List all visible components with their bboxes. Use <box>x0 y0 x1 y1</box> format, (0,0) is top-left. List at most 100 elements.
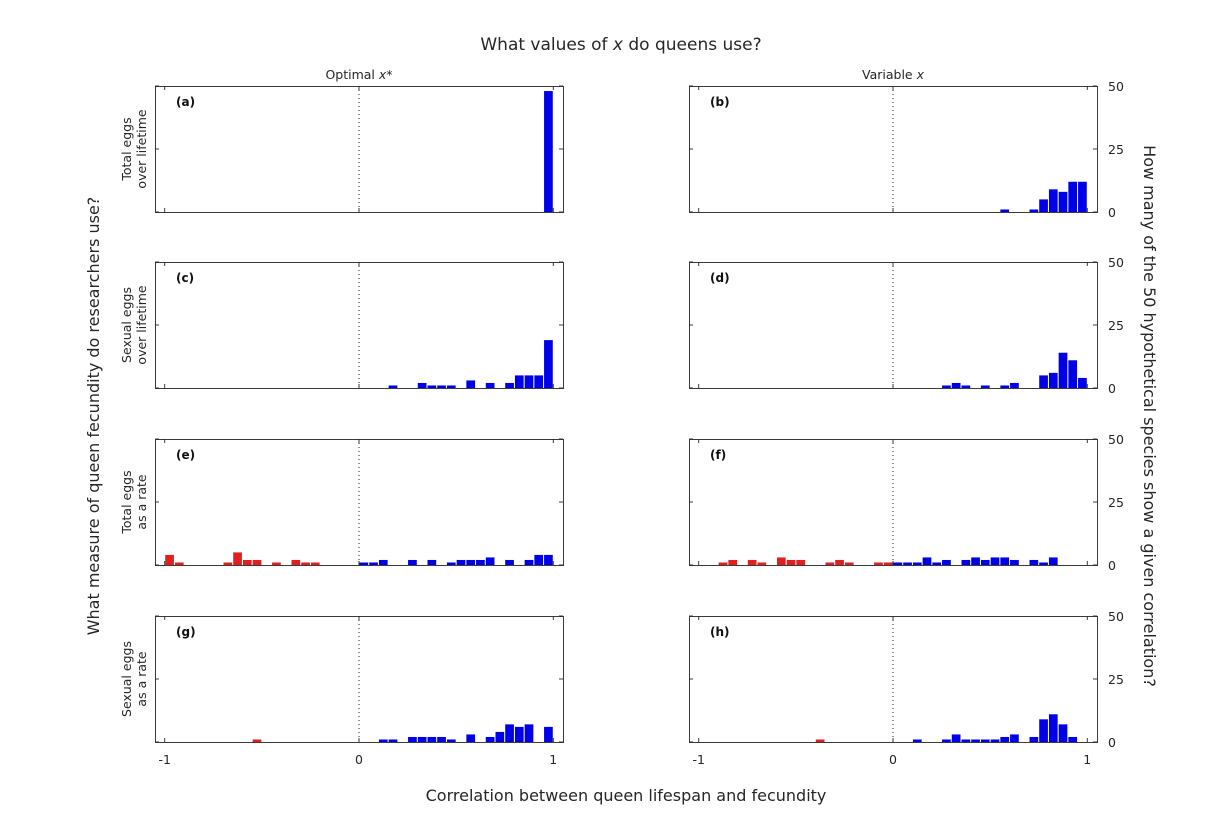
panel-frame <box>155 439 564 566</box>
row-label: Sexual eggsas a rate <box>119 641 149 717</box>
histogram-bar <box>980 559 990 565</box>
panel-letter: (f) <box>710 448 726 462</box>
panel-letter: (e) <box>176 448 195 462</box>
panel-g: -1 0 1 (g) <box>155 615 564 767</box>
histogram-bar <box>544 340 553 388</box>
panel-b: 0 25 50 (b) <box>689 79 1124 220</box>
histogram-bar <box>514 375 524 388</box>
histogram-bar <box>961 559 971 565</box>
histogram-bar <box>378 739 388 742</box>
row-label: Sexual eggsover lifetime <box>119 285 149 364</box>
histogram-bar <box>1029 559 1039 565</box>
histogram-bar <box>1048 189 1058 212</box>
histogram-bar <box>922 557 932 565</box>
histogram-bar <box>427 385 437 388</box>
histogram-bar <box>825 562 835 565</box>
histogram-bar <box>252 559 262 565</box>
histogram-bar <box>1048 714 1058 742</box>
histogram-bar <box>544 554 553 565</box>
x-tick-label: 1 <box>549 752 557 767</box>
histogram-bar <box>1058 724 1068 742</box>
histogram-bar <box>980 739 990 742</box>
histogram-bar <box>912 562 922 565</box>
histogram-bar <box>951 382 961 388</box>
histogram-bar <box>252 739 262 742</box>
histogram-bar <box>408 559 417 565</box>
histogram-bar <box>1039 199 1048 212</box>
row-label-line: over lifetime <box>134 109 149 188</box>
histogram-bar <box>951 734 961 742</box>
histogram-bar <box>942 559 951 565</box>
histogram-bar <box>1029 209 1039 212</box>
row-label-line: as a rate <box>134 474 149 529</box>
histogram-bar <box>980 385 990 388</box>
histogram-bar <box>524 724 534 742</box>
row-label-line: Sexual eggs <box>119 287 134 363</box>
row-label-line: over lifetime <box>134 285 149 364</box>
histogram-bar <box>1068 736 1078 742</box>
row-label: Total eggsover lifetime <box>119 109 149 188</box>
histogram-bar <box>476 559 485 565</box>
x-tick-label: -1 <box>158 752 170 767</box>
histogram-bar <box>776 557 786 565</box>
histogram-bar <box>437 736 446 742</box>
row-label-line: Total eggs <box>119 117 134 181</box>
panel-frame <box>689 616 1098 743</box>
histogram-bar <box>1078 181 1087 212</box>
histogram-bar <box>242 559 252 565</box>
panel-h: 0 25 50 -1 0 1 (h) <box>689 609 1124 767</box>
panel-frame <box>689 262 1098 389</box>
histogram-bar <box>223 562 233 565</box>
panel-letter: (a) <box>176 95 195 109</box>
histogram-bar <box>534 375 544 388</box>
x-tick-label: 1 <box>1083 752 1091 767</box>
histogram-bar <box>815 739 825 742</box>
x-tick-label: -1 <box>692 752 704 767</box>
histogram-bar <box>427 736 437 742</box>
histogram-bar <box>903 562 912 565</box>
right-axis-title: How many of the 50 hypothetical species … <box>1140 145 1159 687</box>
panel-frame <box>689 86 1098 213</box>
histogram-bar <box>942 385 951 388</box>
histogram-bar <box>1058 191 1068 212</box>
histogram-bar <box>544 91 553 212</box>
y-tick-label: 50 <box>1108 255 1124 270</box>
histogram-bar <box>1078 377 1087 388</box>
histogram-bar <box>1029 736 1039 742</box>
panel-d: 0 25 50 (d) <box>689 255 1124 396</box>
histogram-bar <box>233 552 242 565</box>
histogram-bar <box>912 739 922 742</box>
histogram-bar <box>505 559 514 565</box>
histogram-bar <box>534 554 544 565</box>
row-label-line: Total eggs <box>119 470 134 534</box>
histogram-bar <box>728 559 738 565</box>
histogram-bar <box>1000 209 1010 212</box>
histogram-bar <box>485 736 495 742</box>
histogram-bar <box>1048 372 1058 388</box>
histogram-bar <box>971 739 980 742</box>
histogram-bar <box>990 557 1000 565</box>
histogram-bar <box>369 562 378 565</box>
histogram-bar <box>417 736 427 742</box>
histogram-bar <box>174 562 184 565</box>
x-tick-label: 0 <box>355 752 363 767</box>
histogram-bar <box>844 562 854 565</box>
histogram-bar <box>1068 360 1078 388</box>
histogram-bar <box>1010 382 1019 388</box>
histogram-bar <box>1000 385 1010 388</box>
panel-e: (e) <box>155 438 564 566</box>
y-tick-label: 0 <box>1108 381 1116 396</box>
histogram-bar <box>310 562 320 565</box>
histogram-bar <box>466 380 476 388</box>
x-tick-label: 0 <box>889 752 897 767</box>
column-title-optimal: Optimal x* <box>325 67 392 82</box>
histogram-bar <box>757 562 767 565</box>
histogram-bar <box>796 559 806 565</box>
panel-letter: (c) <box>176 271 194 285</box>
histogram-bar <box>524 559 534 565</box>
figure-title: What values of x do queens use? <box>480 35 761 55</box>
y-tick-label: 0 <box>1108 205 1116 220</box>
histogram-bar <box>1039 375 1048 388</box>
histogram-bar <box>446 739 456 742</box>
